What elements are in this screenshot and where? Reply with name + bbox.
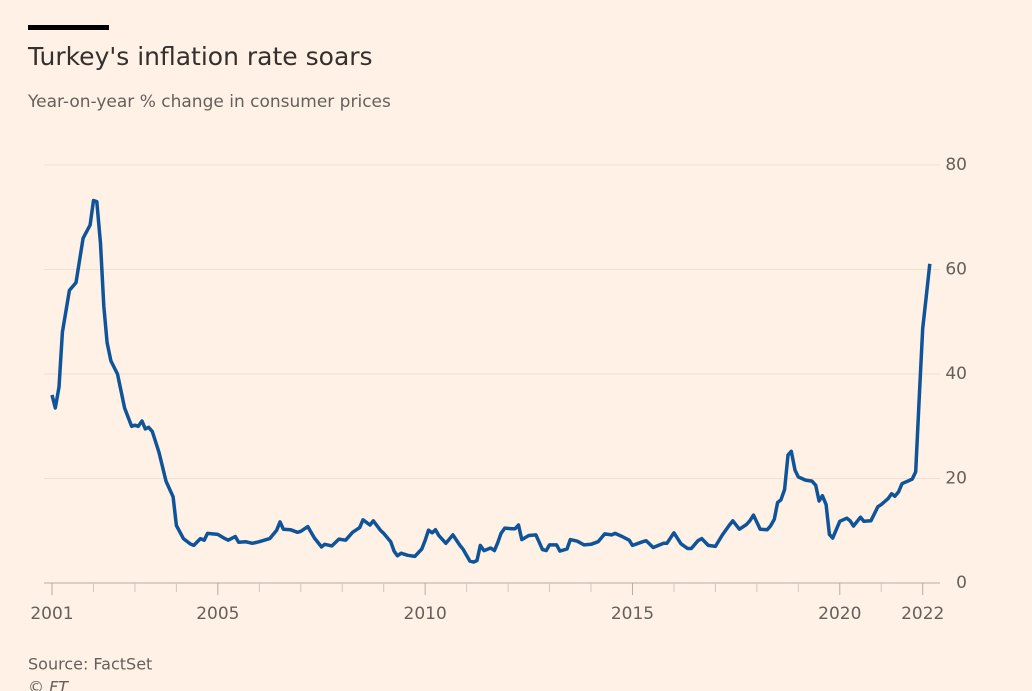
y-tick-label: 60 [945,260,967,280]
x-tick-label: 2015 [611,604,654,624]
x-tick-label: 2022 [901,604,944,624]
y-tick-label: 80 [945,155,967,175]
x-tick-label: 2020 [818,604,861,624]
x-tick-label: 2001 [30,604,73,624]
y-tick-label: 40 [945,364,967,384]
source: Source: FactSet [28,655,152,674]
y-tick-label: 0 [956,573,967,593]
chart-subtitle: Year-on-year % change in consumer prices [27,92,391,112]
y-tick-label: 20 [945,469,967,489]
title-bar [28,25,109,30]
x-tick-label: 2010 [404,604,447,624]
data-line [50,198,932,564]
credit: © FT [28,678,69,691]
x-tick-label: 2005 [196,604,239,624]
chart-title: Turkey's inflation rate soars [27,42,373,71]
